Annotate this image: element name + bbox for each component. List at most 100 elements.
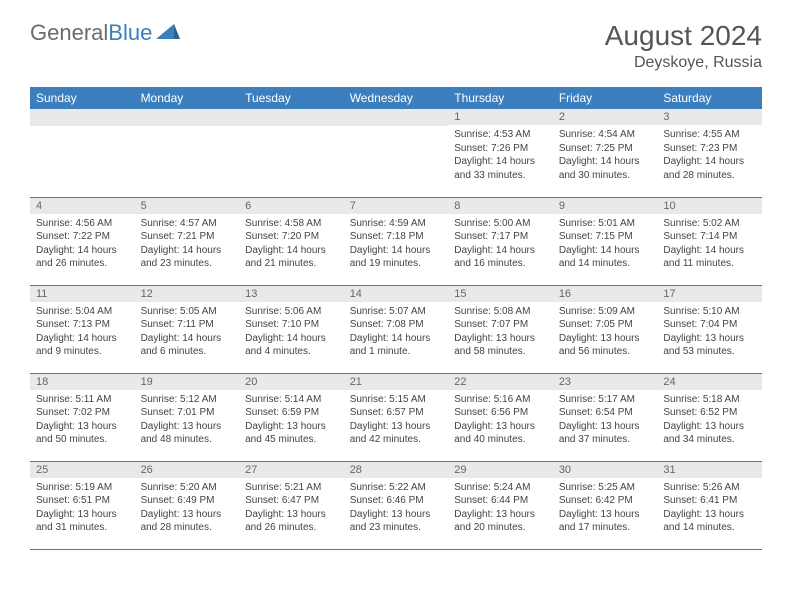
- day-details: Sunrise: 4:53 AMSunset: 7:26 PMDaylight:…: [448, 125, 553, 185]
- daylight-line: Daylight: 14 hours and 14 minutes.: [559, 244, 652, 271]
- day-details: Sunrise: 5:14 AMSunset: 6:59 PMDaylight:…: [239, 390, 344, 450]
- sunset-line: Sunset: 7:15 PM: [559, 230, 652, 244]
- sunset-line: Sunset: 6:56 PM: [454, 406, 547, 420]
- sunrise-line: Sunrise: 5:09 AM: [559, 305, 652, 319]
- weekday-header: Friday: [553, 87, 658, 109]
- daylight-line: Daylight: 13 hours and 37 minutes.: [559, 420, 652, 447]
- calendar-day-cell: [30, 109, 135, 197]
- day-number: 20: [239, 374, 344, 390]
- daylight-line: Daylight: 13 hours and 34 minutes.: [663, 420, 756, 447]
- day-number: [239, 109, 344, 126]
- location-label: Deyskoye, Russia: [605, 54, 762, 72]
- day-number: 30: [553, 462, 658, 478]
- sunrise-line: Sunrise: 5:21 AM: [245, 481, 338, 495]
- calendar-day-cell: 12Sunrise: 5:05 AMSunset: 7:11 PMDayligh…: [135, 285, 240, 373]
- calendar-day-cell: [135, 109, 240, 197]
- calendar-day-cell: 31Sunrise: 5:26 AMSunset: 6:41 PMDayligh…: [657, 461, 762, 549]
- weekday-header: Tuesday: [239, 87, 344, 109]
- daylight-line: Daylight: 14 hours and 4 minutes.: [245, 332, 338, 359]
- sunrise-line: Sunrise: 4:57 AM: [141, 217, 234, 231]
- day-number: 27: [239, 462, 344, 478]
- calendar-day-cell: 20Sunrise: 5:14 AMSunset: 6:59 PMDayligh…: [239, 373, 344, 461]
- calendar-day-cell: 22Sunrise: 5:16 AMSunset: 6:56 PMDayligh…: [448, 373, 553, 461]
- day-details: Sunrise: 5:05 AMSunset: 7:11 PMDaylight:…: [135, 302, 240, 362]
- daylight-line: Daylight: 13 hours and 45 minutes.: [245, 420, 338, 447]
- calendar-day-cell: 4Sunrise: 4:56 AMSunset: 7:22 PMDaylight…: [30, 197, 135, 285]
- day-number: 6: [239, 198, 344, 214]
- sunrise-line: Sunrise: 5:12 AM: [141, 393, 234, 407]
- day-number: 23: [553, 374, 658, 390]
- day-details: Sunrise: 5:18 AMSunset: 6:52 PMDaylight:…: [657, 390, 762, 450]
- sunset-line: Sunset: 6:54 PM: [559, 406, 652, 420]
- sunset-line: Sunset: 6:52 PM: [663, 406, 756, 420]
- sunrise-line: Sunrise: 5:17 AM: [559, 393, 652, 407]
- day-details: Sunrise: 5:00 AMSunset: 7:17 PMDaylight:…: [448, 214, 553, 274]
- sunset-line: Sunset: 6:49 PM: [141, 494, 234, 508]
- daylight-line: Daylight: 14 hours and 21 minutes.: [245, 244, 338, 271]
- day-details: Sunrise: 5:10 AMSunset: 7:04 PMDaylight:…: [657, 302, 762, 362]
- day-details: Sunrise: 5:07 AMSunset: 7:08 PMDaylight:…: [344, 302, 449, 362]
- day-number: 12: [135, 286, 240, 302]
- sunset-line: Sunset: 7:01 PM: [141, 406, 234, 420]
- calendar-week-row: 11Sunrise: 5:04 AMSunset: 7:13 PMDayligh…: [30, 285, 762, 373]
- calendar-day-cell: 3Sunrise: 4:55 AMSunset: 7:23 PMDaylight…: [657, 109, 762, 197]
- day-details: Sunrise: 5:20 AMSunset: 6:49 PMDaylight:…: [135, 478, 240, 538]
- day-details: Sunrise: 4:54 AMSunset: 7:25 PMDaylight:…: [553, 125, 658, 185]
- sunset-line: Sunset: 7:05 PM: [559, 318, 652, 332]
- day-number: 7: [344, 198, 449, 214]
- sunrise-line: Sunrise: 5:08 AM: [454, 305, 547, 319]
- day-details: Sunrise: 5:17 AMSunset: 6:54 PMDaylight:…: [553, 390, 658, 450]
- day-details: Sunrise: 5:02 AMSunset: 7:14 PMDaylight:…: [657, 214, 762, 274]
- calendar-day-cell: 13Sunrise: 5:06 AMSunset: 7:10 PMDayligh…: [239, 285, 344, 373]
- daylight-line: Daylight: 13 hours and 20 minutes.: [454, 508, 547, 535]
- calendar-week-row: 1Sunrise: 4:53 AMSunset: 7:26 PMDaylight…: [30, 109, 762, 197]
- sunset-line: Sunset: 7:22 PM: [36, 230, 129, 244]
- sunset-line: Sunset: 7:23 PM: [663, 142, 756, 156]
- sunset-line: Sunset: 6:59 PM: [245, 406, 338, 420]
- sunrise-line: Sunrise: 4:59 AM: [350, 217, 443, 231]
- daylight-line: Daylight: 13 hours and 40 minutes.: [454, 420, 547, 447]
- day-details: Sunrise: 4:57 AMSunset: 7:21 PMDaylight:…: [135, 214, 240, 274]
- daylight-line: Daylight: 14 hours and 28 minutes.: [663, 155, 756, 182]
- calendar-day-cell: 27Sunrise: 5:21 AMSunset: 6:47 PMDayligh…: [239, 461, 344, 549]
- sunrise-line: Sunrise: 5:16 AM: [454, 393, 547, 407]
- calendar-week-row: 4Sunrise: 4:56 AMSunset: 7:22 PMDaylight…: [30, 197, 762, 285]
- weekday-header-row: SundayMondayTuesdayWednesdayThursdayFrid…: [30, 87, 762, 109]
- day-number: 25: [30, 462, 135, 478]
- daylight-line: Daylight: 13 hours and 56 minutes.: [559, 332, 652, 359]
- sunrise-line: Sunrise: 5:01 AM: [559, 217, 652, 231]
- calendar-day-cell: 6Sunrise: 4:58 AMSunset: 7:20 PMDaylight…: [239, 197, 344, 285]
- sunset-line: Sunset: 6:57 PM: [350, 406, 443, 420]
- sunrise-line: Sunrise: 5:00 AM: [454, 217, 547, 231]
- sunset-line: Sunset: 7:25 PM: [559, 142, 652, 156]
- header: GeneralBlue August 2024 Deyskoye, Russia: [30, 20, 762, 72]
- calendar-day-cell: 26Sunrise: 5:20 AMSunset: 6:49 PMDayligh…: [135, 461, 240, 549]
- day-number: 19: [135, 374, 240, 390]
- sunset-line: Sunset: 7:04 PM: [663, 318, 756, 332]
- day-number: 22: [448, 374, 553, 390]
- weekday-header: Saturday: [657, 87, 762, 109]
- day-number: 29: [448, 462, 553, 478]
- daylight-line: Daylight: 14 hours and 11 minutes.: [663, 244, 756, 271]
- day-details: Sunrise: 5:21 AMSunset: 6:47 PMDaylight:…: [239, 478, 344, 538]
- day-details: Sunrise: 5:11 AMSunset: 7:02 PMDaylight:…: [30, 390, 135, 450]
- calendar-day-cell: 19Sunrise: 5:12 AMSunset: 7:01 PMDayligh…: [135, 373, 240, 461]
- day-number: 13: [239, 286, 344, 302]
- sunrise-line: Sunrise: 5:06 AM: [245, 305, 338, 319]
- sunrise-line: Sunrise: 5:14 AM: [245, 393, 338, 407]
- day-number: 5: [135, 198, 240, 214]
- day-details: Sunrise: 5:22 AMSunset: 6:46 PMDaylight:…: [344, 478, 449, 538]
- daylight-line: Daylight: 13 hours and 26 minutes.: [245, 508, 338, 535]
- sunrise-line: Sunrise: 5:19 AM: [36, 481, 129, 495]
- sunset-line: Sunset: 7:18 PM: [350, 230, 443, 244]
- day-details: Sunrise: 5:16 AMSunset: 6:56 PMDaylight:…: [448, 390, 553, 450]
- sunset-line: Sunset: 7:07 PM: [454, 318, 547, 332]
- calendar-day-cell: 1Sunrise: 4:53 AMSunset: 7:26 PMDaylight…: [448, 109, 553, 197]
- sunset-line: Sunset: 7:20 PM: [245, 230, 338, 244]
- calendar-day-cell: 24Sunrise: 5:18 AMSunset: 6:52 PMDayligh…: [657, 373, 762, 461]
- daylight-line: Daylight: 13 hours and 14 minutes.: [663, 508, 756, 535]
- calendar-day-cell: 16Sunrise: 5:09 AMSunset: 7:05 PMDayligh…: [553, 285, 658, 373]
- daylight-line: Daylight: 13 hours and 28 minutes.: [141, 508, 234, 535]
- calendar-week-row: 18Sunrise: 5:11 AMSunset: 7:02 PMDayligh…: [30, 373, 762, 461]
- sunrise-line: Sunrise: 5:10 AM: [663, 305, 756, 319]
